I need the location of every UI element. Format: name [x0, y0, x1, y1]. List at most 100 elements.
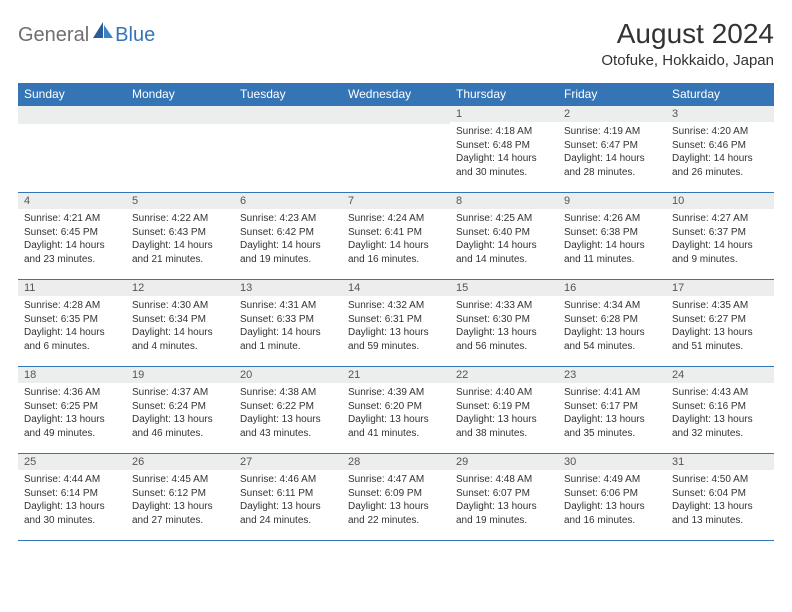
day-number: 20	[234, 367, 342, 383]
weekday-header: Tuesday	[234, 83, 342, 105]
day-number: 10	[666, 193, 774, 209]
day-details: Sunrise: 4:47 AMSunset: 6:09 PMDaylight:…	[342, 470, 450, 531]
daylight-text: Daylight: 13 hours and 32 minutes.	[672, 413, 768, 440]
day-number: 31	[666, 454, 774, 470]
sunrise-text: Sunrise: 4:37 AM	[132, 386, 228, 400]
day-number	[342, 106, 450, 124]
day-details: Sunrise: 4:37 AMSunset: 6:24 PMDaylight:…	[126, 383, 234, 444]
daylight-text: Daylight: 14 hours and 21 minutes.	[132, 239, 228, 266]
daylight-text: Daylight: 14 hours and 11 minutes.	[564, 239, 660, 266]
day-details: Sunrise: 4:43 AMSunset: 6:16 PMDaylight:…	[666, 383, 774, 444]
day-details: Sunrise: 4:41 AMSunset: 6:17 PMDaylight:…	[558, 383, 666, 444]
calendar-day-cell: 24Sunrise: 4:43 AMSunset: 6:16 PMDayligh…	[666, 367, 774, 453]
sunrise-text: Sunrise: 4:36 AM	[24, 386, 120, 400]
sunrise-text: Sunrise: 4:49 AM	[564, 473, 660, 487]
day-number: 27	[234, 454, 342, 470]
day-number: 1	[450, 106, 558, 122]
daylight-text: Daylight: 13 hours and 30 minutes.	[24, 500, 120, 527]
calendar-day-cell: 2Sunrise: 4:19 AMSunset: 6:47 PMDaylight…	[558, 106, 666, 192]
sunset-text: Sunset: 6:46 PM	[672, 139, 768, 153]
calendar-day-cell: 28Sunrise: 4:47 AMSunset: 6:09 PMDayligh…	[342, 454, 450, 540]
sunrise-text: Sunrise: 4:23 AM	[240, 212, 336, 226]
day-number: 11	[18, 280, 126, 296]
calendar-day-cell: 31Sunrise: 4:50 AMSunset: 6:04 PMDayligh…	[666, 454, 774, 540]
daylight-text: Daylight: 13 hours and 51 minutes.	[672, 326, 768, 353]
sunrise-text: Sunrise: 4:18 AM	[456, 125, 552, 139]
day-number: 17	[666, 280, 774, 296]
day-number: 14	[342, 280, 450, 296]
day-details: Sunrise: 4:45 AMSunset: 6:12 PMDaylight:…	[126, 470, 234, 531]
daylight-text: Daylight: 13 hours and 41 minutes.	[348, 413, 444, 440]
calendar-day-cell	[234, 106, 342, 192]
calendar-day-cell: 20Sunrise: 4:38 AMSunset: 6:22 PMDayligh…	[234, 367, 342, 453]
sunrise-text: Sunrise: 4:33 AM	[456, 299, 552, 313]
calendar-week-row: 1Sunrise: 4:18 AMSunset: 6:48 PMDaylight…	[18, 105, 774, 192]
sunrise-text: Sunrise: 4:41 AM	[564, 386, 660, 400]
sunset-text: Sunset: 6:09 PM	[348, 487, 444, 501]
weeks-container: 1Sunrise: 4:18 AMSunset: 6:48 PMDaylight…	[18, 105, 774, 541]
day-number: 16	[558, 280, 666, 296]
calendar-day-cell	[18, 106, 126, 192]
calendar-day-cell: 12Sunrise: 4:30 AMSunset: 6:34 PMDayligh…	[126, 280, 234, 366]
sunrise-text: Sunrise: 4:26 AM	[564, 212, 660, 226]
day-details: Sunrise: 4:46 AMSunset: 6:11 PMDaylight:…	[234, 470, 342, 531]
calendar-day-cell: 6Sunrise: 4:23 AMSunset: 6:42 PMDaylight…	[234, 193, 342, 279]
day-details: Sunrise: 4:27 AMSunset: 6:37 PMDaylight:…	[666, 209, 774, 270]
daylight-text: Daylight: 13 hours and 59 minutes.	[348, 326, 444, 353]
sunset-text: Sunset: 6:28 PM	[564, 313, 660, 327]
sunset-text: Sunset: 6:04 PM	[672, 487, 768, 501]
calendar-day-cell: 5Sunrise: 4:22 AMSunset: 6:43 PMDaylight…	[126, 193, 234, 279]
sunset-text: Sunset: 6:37 PM	[672, 226, 768, 240]
calendar-week-row: 4Sunrise: 4:21 AMSunset: 6:45 PMDaylight…	[18, 192, 774, 279]
sunset-text: Sunset: 6:14 PM	[24, 487, 120, 501]
day-number: 2	[558, 106, 666, 122]
calendar-day-cell: 27Sunrise: 4:46 AMSunset: 6:11 PMDayligh…	[234, 454, 342, 540]
day-details: Sunrise: 4:24 AMSunset: 6:41 PMDaylight:…	[342, 209, 450, 270]
calendar-day-cell: 26Sunrise: 4:45 AMSunset: 6:12 PMDayligh…	[126, 454, 234, 540]
daylight-text: Daylight: 14 hours and 19 minutes.	[240, 239, 336, 266]
calendar-grid: Sunday Monday Tuesday Wednesday Thursday…	[18, 83, 774, 541]
day-details: Sunrise: 4:31 AMSunset: 6:33 PMDaylight:…	[234, 296, 342, 357]
sunset-text: Sunset: 6:31 PM	[348, 313, 444, 327]
daylight-text: Daylight: 13 hours and 56 minutes.	[456, 326, 552, 353]
sunset-text: Sunset: 6:22 PM	[240, 400, 336, 414]
calendar-day-cell: 13Sunrise: 4:31 AMSunset: 6:33 PMDayligh…	[234, 280, 342, 366]
sunrise-text: Sunrise: 4:32 AM	[348, 299, 444, 313]
sunset-text: Sunset: 6:33 PM	[240, 313, 336, 327]
calendar-day-cell: 25Sunrise: 4:44 AMSunset: 6:14 PMDayligh…	[18, 454, 126, 540]
day-number: 26	[126, 454, 234, 470]
day-number: 21	[342, 367, 450, 383]
sunrise-text: Sunrise: 4:34 AM	[564, 299, 660, 313]
sunset-text: Sunset: 6:12 PM	[132, 487, 228, 501]
day-number: 4	[18, 193, 126, 209]
weekday-header: Monday	[126, 83, 234, 105]
daylight-text: Daylight: 14 hours and 26 minutes.	[672, 152, 768, 179]
daylight-text: Daylight: 13 hours and 46 minutes.	[132, 413, 228, 440]
calendar-day-cell: 3Sunrise: 4:20 AMSunset: 6:46 PMDaylight…	[666, 106, 774, 192]
calendar-day-cell: 16Sunrise: 4:34 AMSunset: 6:28 PMDayligh…	[558, 280, 666, 366]
calendar-day-cell: 21Sunrise: 4:39 AMSunset: 6:20 PMDayligh…	[342, 367, 450, 453]
daylight-text: Daylight: 14 hours and 14 minutes.	[456, 239, 552, 266]
daylight-text: Daylight: 13 hours and 16 minutes.	[564, 500, 660, 527]
title-block: August 2024 Otofuke, Hokkaido, Japan	[601, 18, 774, 69]
sunrise-text: Sunrise: 4:27 AM	[672, 212, 768, 226]
weekday-header-row: Sunday Monday Tuesday Wednesday Thursday…	[18, 83, 774, 105]
day-details: Sunrise: 4:30 AMSunset: 6:34 PMDaylight:…	[126, 296, 234, 357]
calendar-day-cell: 1Sunrise: 4:18 AMSunset: 6:48 PMDaylight…	[450, 106, 558, 192]
sunrise-text: Sunrise: 4:48 AM	[456, 473, 552, 487]
sunset-text: Sunset: 6:35 PM	[24, 313, 120, 327]
sunrise-text: Sunrise: 4:39 AM	[348, 386, 444, 400]
calendar-day-cell: 18Sunrise: 4:36 AMSunset: 6:25 PMDayligh…	[18, 367, 126, 453]
logo: General Blue	[18, 18, 155, 47]
calendar-day-cell: 22Sunrise: 4:40 AMSunset: 6:19 PMDayligh…	[450, 367, 558, 453]
daylight-text: Daylight: 13 hours and 43 minutes.	[240, 413, 336, 440]
calendar-day-cell: 29Sunrise: 4:48 AMSunset: 6:07 PMDayligh…	[450, 454, 558, 540]
sunrise-text: Sunrise: 4:46 AM	[240, 473, 336, 487]
day-number: 24	[666, 367, 774, 383]
daylight-text: Daylight: 14 hours and 9 minutes.	[672, 239, 768, 266]
sunrise-text: Sunrise: 4:22 AM	[132, 212, 228, 226]
sunset-text: Sunset: 6:07 PM	[456, 487, 552, 501]
day-number: 29	[450, 454, 558, 470]
sunrise-text: Sunrise: 4:31 AM	[240, 299, 336, 313]
sunset-text: Sunset: 6:17 PM	[564, 400, 660, 414]
